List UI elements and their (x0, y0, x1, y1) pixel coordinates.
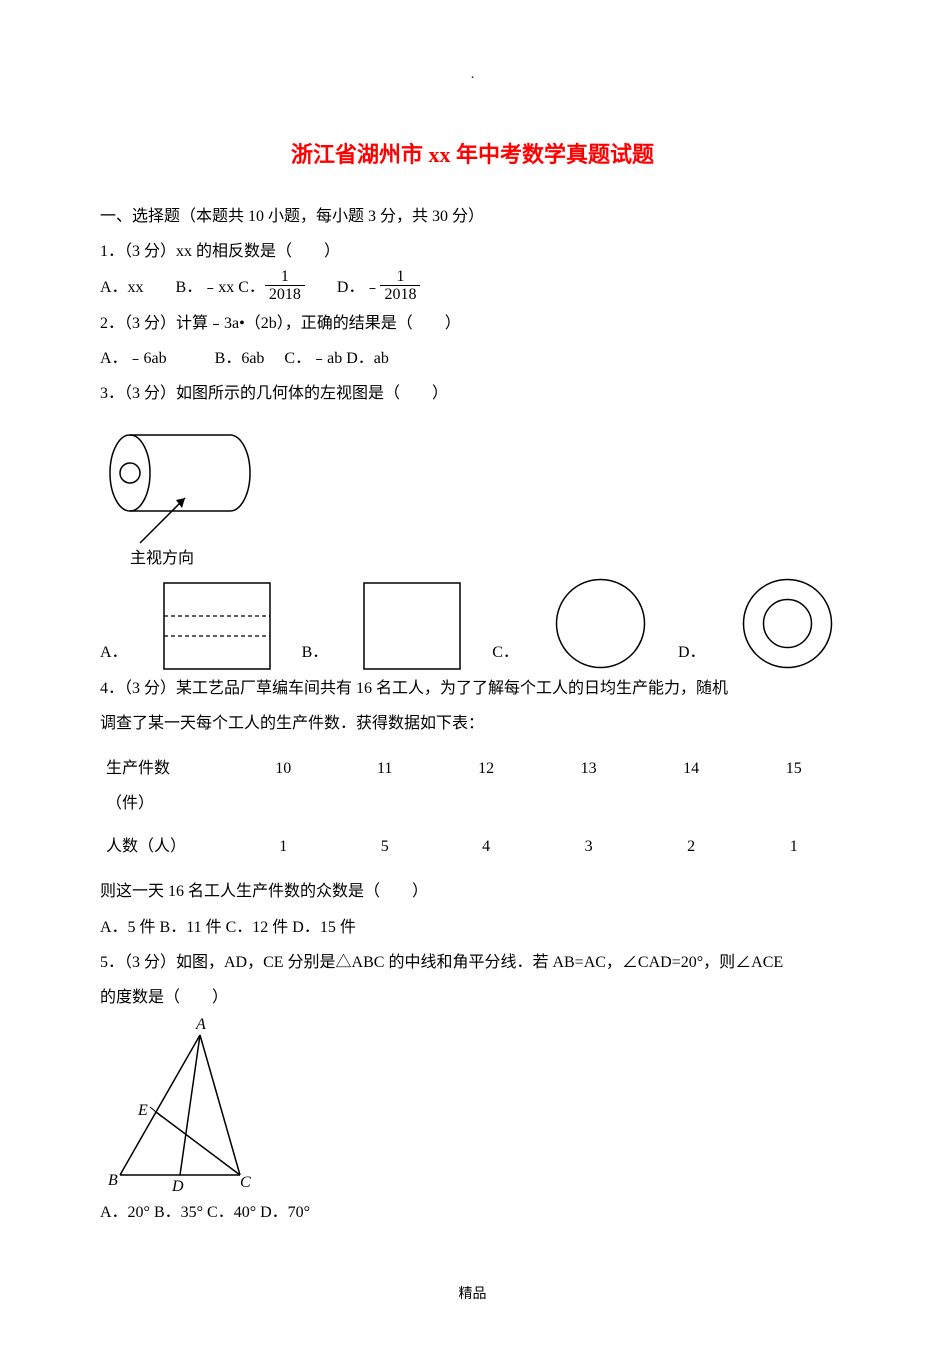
table-row: 人数（人） 1 5 4 3 2 1 (100, 825, 845, 868)
q4-cell: 15 (742, 747, 845, 825)
footer: 精品 (100, 1280, 845, 1311)
q1-opt-d-prefix: D． (305, 279, 365, 296)
q4-options: A．5 件 B．11 件 C．12 件 D．15 件 (100, 910, 845, 945)
q4-cell: 2 (640, 825, 743, 868)
q4-stem-line1: 4．（3 分）某工艺品厂草编车间共有 16 名工人，为了了解每个工人的日均生产能… (100, 671, 845, 706)
q4-stem-line2: 调查了某一天每个工人的生产件数．获得数据如下表： (100, 706, 845, 741)
q4-cell: 12 (435, 747, 538, 825)
q1-frac-c-den: 2018 (265, 286, 305, 304)
q3-opt-b-label: B． (302, 635, 333, 670)
q4-cell: 1 (742, 825, 845, 868)
q4-row2-hdr: 人数（人） (100, 825, 232, 868)
cylinder-icon: 主视方向 (100, 418, 260, 568)
q1-frac-d: 12018 (380, 268, 420, 304)
q3-view-label: 主视方向 (130, 549, 194, 567)
q3-stem: 3．（3 分）如图所示的几何体的左视图是（ ） (100, 376, 845, 411)
q1-opt-d-neg: ﹣ (364, 279, 380, 296)
q4-table: 生产件数 （件） 10 11 12 13 14 15 人数（人） 1 5 4 3… (100, 747, 845, 869)
header-dot: . (100, 60, 845, 91)
q5-label-B: B (108, 1172, 118, 1189)
q5-label-E: E (137, 1102, 148, 1119)
q2-options: A．﹣6ab B．6ab C．﹣ab D．ab (100, 341, 845, 376)
q5-label-C: C (240, 1174, 251, 1191)
q5-stem-line2: 的度数是（ ） (100, 980, 845, 1015)
q4-cell: 1 (232, 825, 335, 868)
q4-stem-line3: 则这一天 16 名工人生产件数的众数是（ ） (100, 874, 845, 909)
page-title: 浙江省湖州市 xx 年中考数学真题试题 (100, 131, 845, 179)
q4-cell: 13 (537, 747, 640, 825)
q5-figure: A B C D E (100, 1015, 845, 1195)
q3-opt-b-figure (362, 581, 462, 671)
section-heading: 一、选择题（本题共 10 小题，每小题 3 分，共 30 分） (100, 199, 845, 234)
q3-opt-d-figure (740, 576, 835, 671)
q1-options: A．xx B．﹣xx C．12018 D．﹣12018 (100, 270, 845, 306)
q4-cell: 14 (640, 747, 743, 825)
q1-frac-d-den: 2018 (380, 286, 420, 304)
q1-opts-ab-c-prefix: A．xx B．﹣xx C． (100, 279, 265, 296)
q4-cell: 10 (232, 747, 335, 825)
q4-row1-hdr-a: 生产件数 (106, 751, 226, 786)
q3-opt-d-label: D． (678, 635, 710, 670)
q4-cell: 3 (537, 825, 640, 868)
q4-cell: 5 (335, 825, 435, 868)
q2-stem: 2．（3 分）计算﹣3a•（2b），正确的结果是（ ） (100, 306, 845, 341)
q4-row1-hdr-b: （件） (106, 786, 226, 821)
q5-label-A: A (195, 1016, 206, 1033)
q1-frac-d-num: 1 (380, 268, 420, 287)
q3-opt-a-figure (162, 581, 272, 671)
q4-cell: 11 (335, 747, 435, 825)
q5-stem-line1: 5．（3 分）如图，AD，CE 分别是△ABC 的中线和角平分线．若 AB=AC… (100, 945, 845, 980)
triangle-icon: A B C D E (100, 1015, 290, 1195)
q5-options: A．20° B．35° C．40° D．70° (100, 1195, 845, 1230)
q1-frac-c: 12018 (265, 268, 305, 304)
q4-cell: 4 (435, 825, 538, 868)
q3-opt-c-label: C． (492, 635, 523, 670)
q3-opt-a-label: A． (100, 635, 132, 670)
q1-frac-c-num: 1 (265, 268, 305, 287)
q4-row1-hdr: 生产件数 （件） (100, 747, 232, 825)
q3-figure: 主视方向 (100, 418, 845, 568)
q3-opt-c-figure (553, 576, 648, 671)
q5-label-D: D (171, 1178, 184, 1195)
q1-stem: 1．（3 分）xx 的相反数是（ ） (100, 234, 845, 269)
table-row: 生产件数 （件） 10 11 12 13 14 15 (100, 747, 845, 825)
q3-options: A． B． C． D． (100, 576, 845, 671)
